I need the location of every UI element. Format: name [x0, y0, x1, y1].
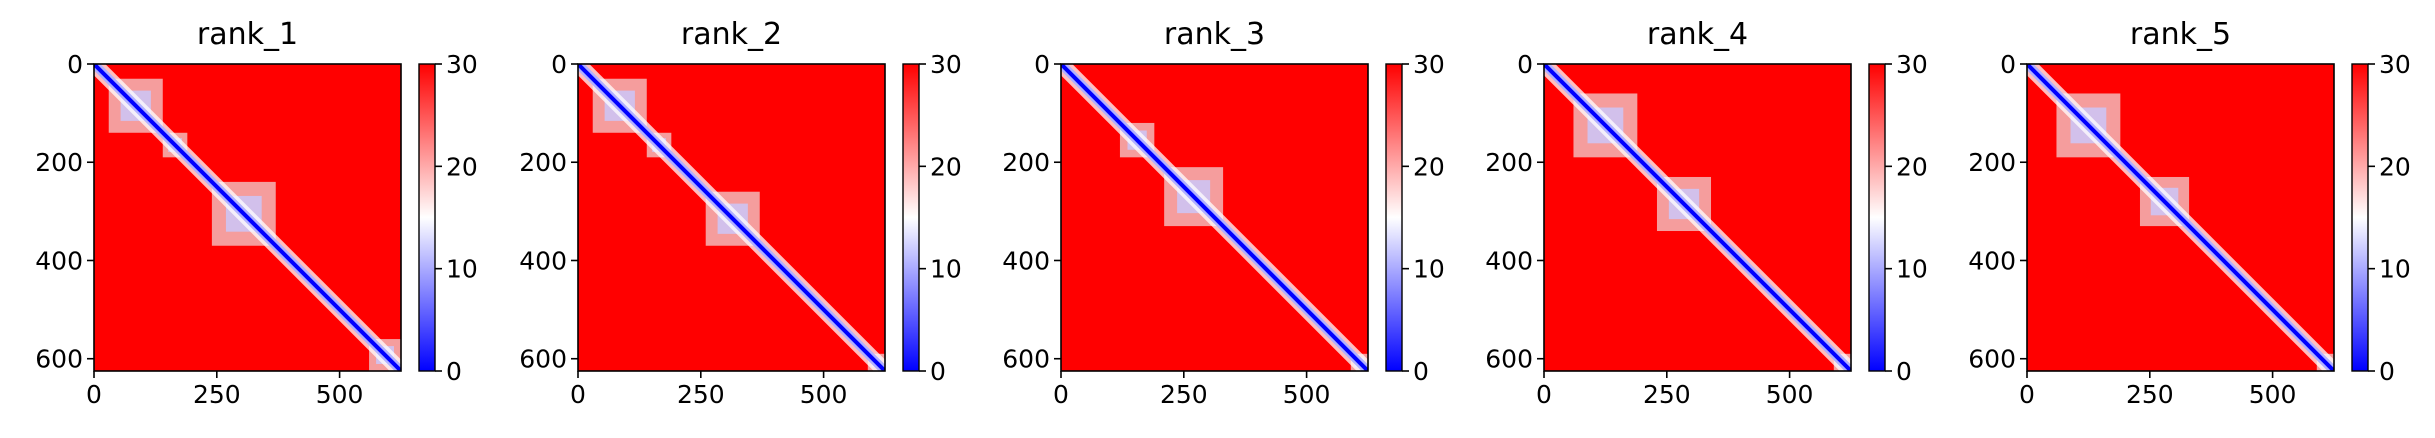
y-tick-label: 400 — [1968, 246, 2016, 275]
y-tick-label: 200 — [1002, 148, 1050, 177]
y-tick-label: 600 — [35, 345, 83, 374]
y-tick-label: 200 — [1485, 148, 1533, 177]
colorbar — [1386, 64, 1402, 371]
y-tick-label: 0 — [1517, 50, 1533, 79]
heatmap-image — [1061, 64, 1368, 371]
panel-title: rank_3 — [1164, 17, 1265, 52]
heatmap-diagonal — [94, 64, 401, 371]
y-tick-label: 600 — [519, 345, 567, 374]
colorbar-tick-label: 30 — [2379, 50, 2411, 79]
colorbar-frame — [2351, 63, 2369, 372]
colorbar — [1869, 64, 1885, 371]
colorbar-tick-label: 30 — [1413, 50, 1445, 79]
y-tick-label: 200 — [519, 148, 567, 177]
x-tick-label: 0 — [1536, 380, 1552, 409]
plot-frame — [93, 63, 402, 372]
colorbar-tick-label: 30 — [446, 50, 478, 79]
plot-frame — [2026, 63, 2335, 372]
colorbar-tick-label: 10 — [930, 255, 962, 284]
y-tick-label: 400 — [519, 246, 567, 275]
colorbar-tick-label: 20 — [446, 152, 478, 181]
y-tick-label: 400 — [1002, 246, 1050, 275]
colorbar-tick-label: 0 — [1413, 357, 1429, 386]
colorbar-tick-label: 0 — [446, 357, 462, 386]
heatmap-diagonal — [1061, 64, 1368, 371]
x-tick-label: 500 — [800, 380, 848, 409]
heatmap-image — [1544, 64, 1851, 371]
x-tick-label: 250 — [2126, 380, 2174, 409]
y-tick-label: 200 — [35, 148, 83, 177]
colorbar — [2352, 64, 2368, 371]
heatmap-image — [578, 64, 885, 371]
colorbar-tick-label: 10 — [1413, 255, 1445, 284]
colorbar-tick-label: 10 — [2379, 255, 2411, 284]
x-tick-label: 500 — [1283, 380, 1331, 409]
colorbar-tick-label: 0 — [930, 357, 946, 386]
panel-title: rank_2 — [681, 17, 782, 52]
y-tick-label: 600 — [1968, 345, 2016, 374]
x-tick-label: 500 — [2249, 380, 2297, 409]
panel-title: rank_1 — [197, 17, 298, 52]
plot-frame — [1543, 63, 1852, 372]
colorbar — [903, 64, 919, 371]
heatmap-diagonal — [2027, 64, 2334, 371]
x-tick-label: 250 — [677, 380, 725, 409]
heatmap-image — [94, 64, 401, 371]
x-tick-label: 250 — [1643, 380, 1691, 409]
colorbar-tick-label: 10 — [446, 255, 478, 284]
y-tick-label: 0 — [2000, 50, 2016, 79]
y-tick-label: 0 — [551, 50, 567, 79]
x-tick-label: 0 — [86, 380, 102, 409]
heatmap-diagonal — [578, 64, 885, 371]
colorbar-tick-label: 20 — [930, 152, 962, 181]
y-tick-label: 600 — [1485, 345, 1533, 374]
y-tick-label: 0 — [67, 50, 83, 79]
heatmap-image — [2027, 64, 2334, 371]
plot-frame — [1060, 63, 1369, 372]
plot-frame — [577, 63, 886, 372]
x-tick-label: 500 — [316, 380, 364, 409]
y-tick-label: 600 — [1002, 345, 1050, 374]
heatmap-diagonal — [1544, 64, 1851, 371]
colorbar-tick-label: 20 — [2379, 152, 2411, 181]
x-tick-label: 250 — [1160, 380, 1208, 409]
y-tick-label: 0 — [1034, 50, 1050, 79]
colorbar-tick-label: 20 — [1896, 152, 1928, 181]
colorbar-tick-label: 30 — [1896, 50, 1928, 79]
y-tick-label: 200 — [1968, 148, 2016, 177]
x-tick-label: 250 — [193, 380, 241, 409]
colorbar-tick-label: 0 — [1896, 357, 1912, 386]
colorbar-tick-label: 0 — [2379, 357, 2395, 386]
colorbar — [419, 64, 435, 371]
y-tick-label: 400 — [1485, 246, 1533, 275]
x-tick-label: 0 — [2019, 380, 2035, 409]
colorbar-frame — [418, 63, 436, 372]
x-tick-label: 500 — [1766, 380, 1814, 409]
x-tick-label: 0 — [1053, 380, 1069, 409]
panel-title: rank_5 — [2130, 17, 2231, 52]
colorbar-frame — [902, 63, 920, 372]
colorbar-tick-label: 10 — [1896, 255, 1928, 284]
panel-title: rank_4 — [1647, 17, 1748, 52]
y-tick-label: 400 — [35, 246, 83, 275]
colorbar-frame — [1868, 63, 1886, 372]
x-tick-label: 0 — [570, 380, 586, 409]
colorbar-tick-label: 20 — [1413, 152, 1445, 181]
colorbar-frame — [1385, 63, 1403, 372]
colorbar-tick-label: 30 — [930, 50, 962, 79]
